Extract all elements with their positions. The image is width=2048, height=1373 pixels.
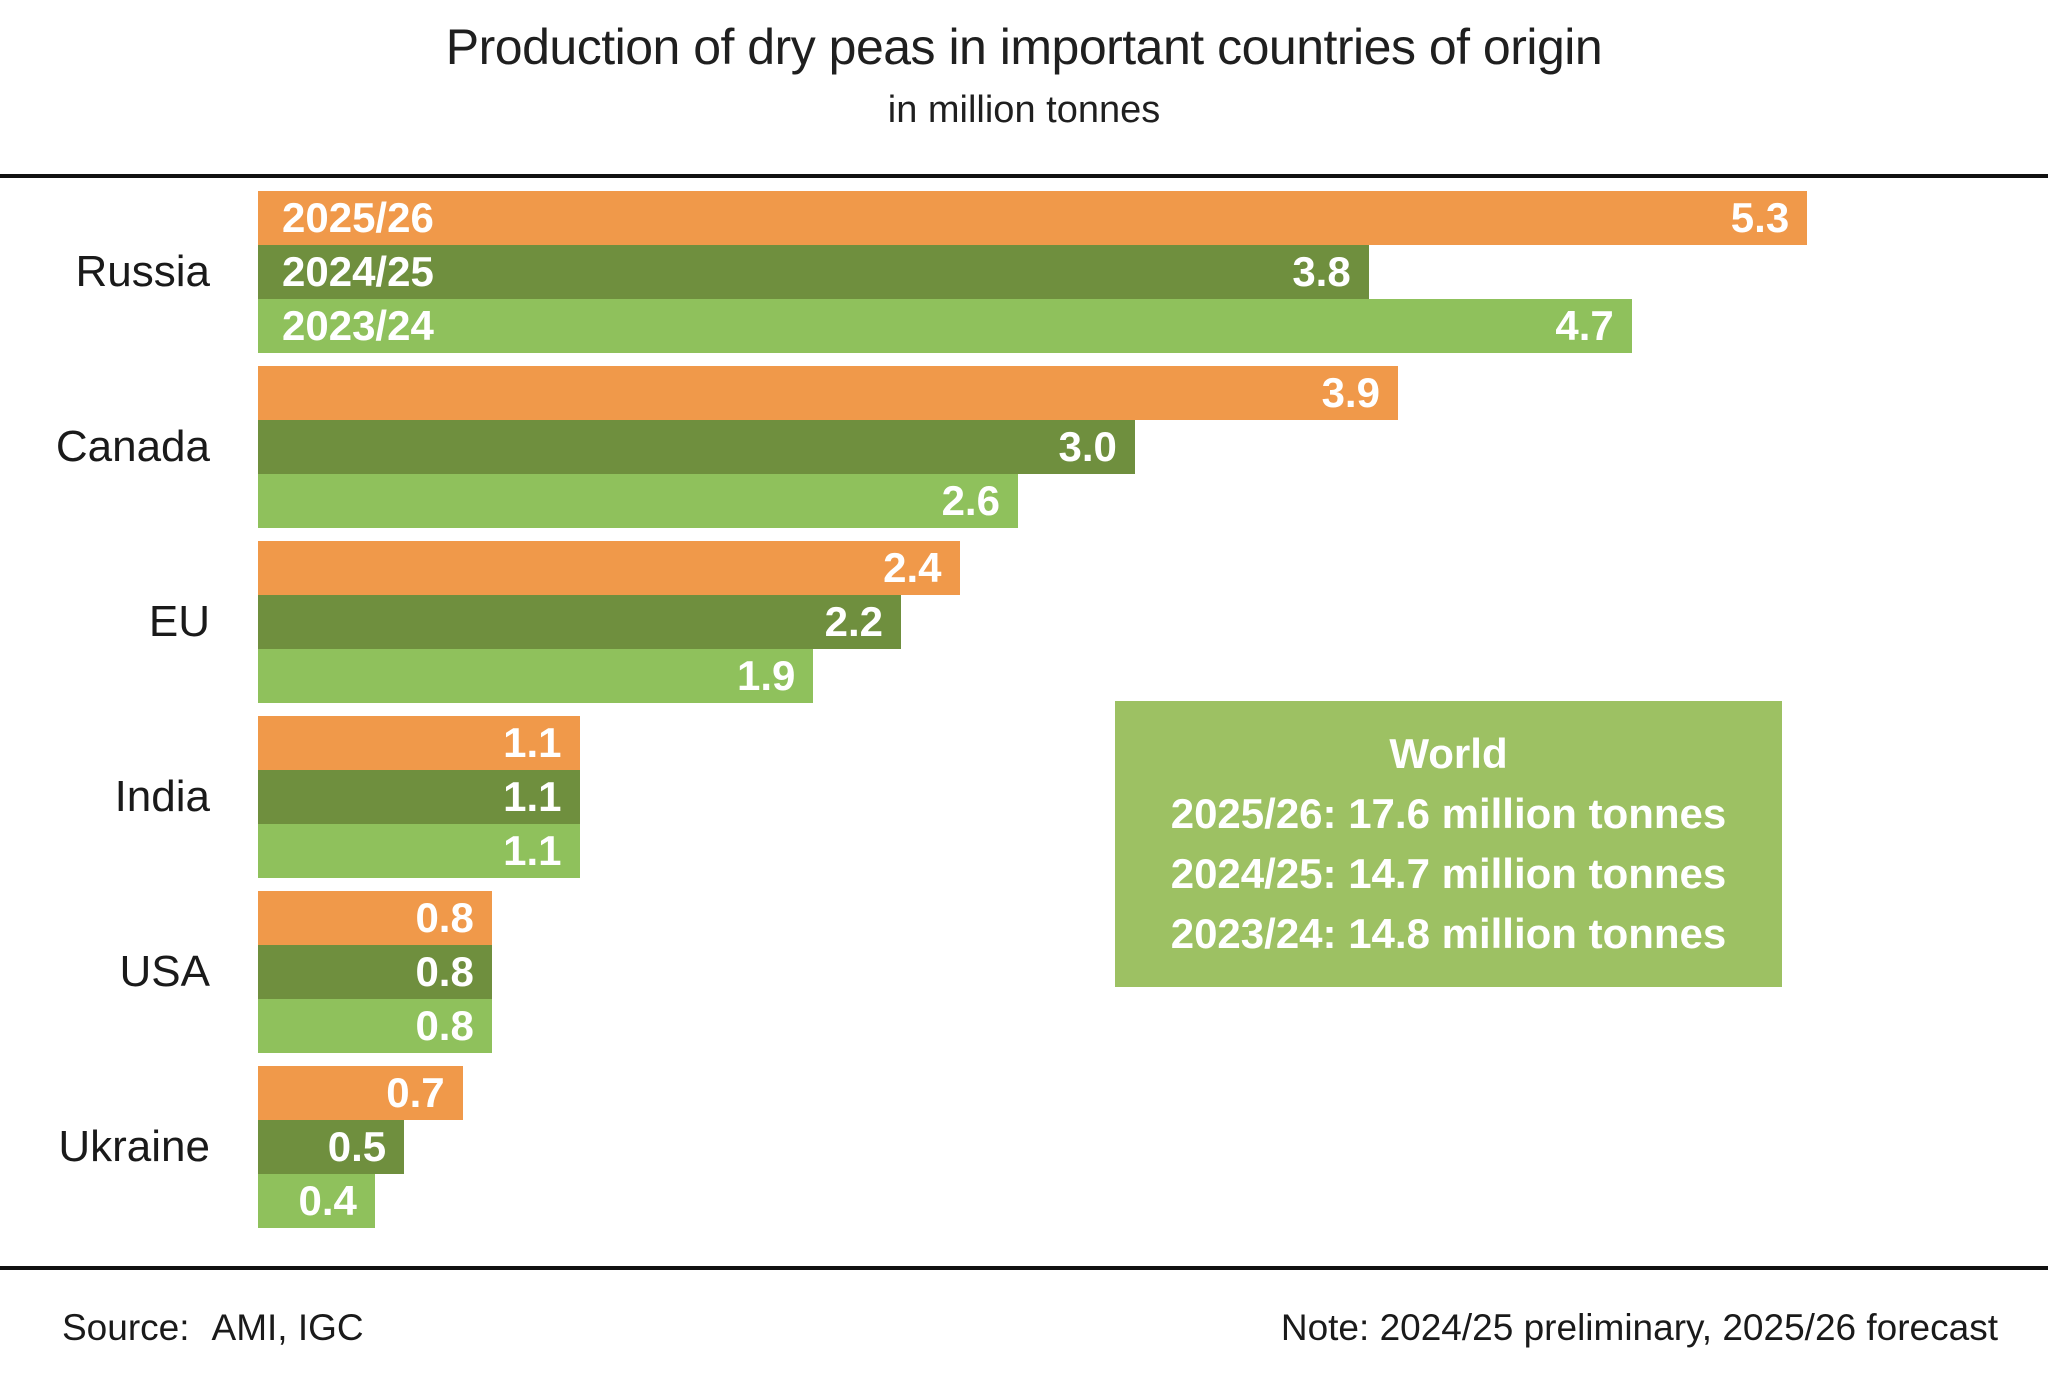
bar-value-label: 0.8 [415, 1002, 474, 1049]
world-box-title: World [1389, 730, 1508, 777]
bar: 2025/26 5.3 [258, 191, 1808, 245]
bar-value-label: 0.4 [298, 1177, 357, 1224]
bar: 0.8 [258, 945, 492, 999]
bar: 1.1 [258, 824, 580, 878]
source-value: AMI, IGC [211, 1307, 364, 1348]
country-label: Russia [75, 247, 211, 296]
bar-value-label: 3.9 [1321, 369, 1380, 416]
bar-stack: 2.4 2.2 1.9 [258, 541, 960, 703]
bar: 2024/25 3.8 [258, 245, 1369, 299]
bar-group: USA 0.8 0.8 0.8 [0, 891, 2048, 1053]
world-box-line: 2023/24: 14.8 million tonnes [1170, 910, 1727, 957]
bar-group: Russia 2025/26 5.3 2024/25 3.8 2023/24 4.7 [0, 191, 2048, 353]
bar-stack: 1.1 1.1 1.1 [258, 716, 580, 878]
bar-group: EU 2.4 2.2 1.9 [0, 541, 2048, 703]
country-label: USA [119, 947, 210, 996]
bar-value-label: 0.8 [415, 894, 474, 941]
bar: 0.5 [258, 1120, 405, 1174]
bar-value-label: 1.1 [503, 827, 562, 874]
bar-value-label: 1.9 [736, 652, 796, 699]
world-box-line: 2024/25: 14.7 million tonnes [1170, 850, 1727, 897]
bar: 2.2 [258, 595, 902, 649]
bar: 1.1 [258, 770, 580, 824]
country-label: Canada [55, 422, 210, 471]
world-summary-box: World 2025/26: 17.6 million tonnes 2024/… [1115, 701, 1782, 987]
bar-value-label: 2.6 [941, 477, 1000, 524]
chart-title: Production of dry peas in important coun… [445, 19, 1603, 75]
bar-group: India 1.1 1.1 1.1 [0, 716, 2048, 878]
bar-value-label: 3.8 [1292, 248, 1351, 295]
chart-footer: Source: AMI, IGC Note: 2024/25 preliminar… [0, 1270, 2048, 1373]
bar: 3.0 [258, 420, 1135, 474]
top-divider [0, 174, 2048, 178]
chart-subtitle: in million tonnes [887, 89, 1161, 131]
bar-value-label: 5.3 [1730, 194, 1790, 241]
source-text: Source: AMI, IGC [62, 1307, 364, 1349]
bar: 0.7 [258, 1066, 463, 1120]
bar: 1.1 [258, 716, 580, 770]
bar-stack: 0.7 0.5 0.4 [258, 1066, 463, 1228]
bar-value-label: 2.4 [883, 544, 942, 591]
country-label: Ukraine [58, 1122, 210, 1171]
chart-header: Production of dry peas in important coun… [0, 0, 2048, 174]
bar-chart: Russia 2025/26 5.3 2024/25 3.8 2023/24 4.7 Cana… [0, 178, 2048, 1266]
bar-year-label: 2023/24 [282, 302, 434, 349]
bar: 2023/24 4.7 [258, 299, 1632, 353]
bar-value-label: 3.0 [1058, 423, 1117, 470]
bar-value-label: 4.7 [1555, 302, 1614, 349]
bar-value-label: 0.5 [327, 1123, 387, 1170]
bar: 3.9 [258, 366, 1398, 420]
bar: 0.8 [258, 891, 492, 945]
bar-group: Canada 3.9 3.0 2.6 [0, 366, 2048, 528]
note-text: Note: 2024/25 preliminary, 2025/26 forec… [1280, 1307, 1998, 1348]
country-label: EU [148, 597, 210, 646]
bar: 0.8 [258, 999, 492, 1053]
bar-group: Ukraine 0.7 0.5 0.4 [0, 1066, 2048, 1228]
world-box-line: 2025/26: 17.6 million tonnes [1170, 790, 1727, 837]
bar-value-label: 1.1 [503, 719, 562, 766]
bottom-divider [0, 1266, 2048, 1270]
bar-stack: 0.8 0.8 0.8 [258, 891, 492, 1053]
bar-year-label: 2024/25 [282, 248, 434, 295]
bar-stack: 2025/26 5.3 2024/25 3.8 2023/24 4.7 [258, 191, 1808, 353]
bar: 2.4 [258, 541, 960, 595]
bar: 1.9 [258, 649, 814, 703]
source-label: Source: [62, 1307, 190, 1348]
bar-value-label: 0.7 [386, 1069, 445, 1116]
bar-year-label: 2025/26 [282, 194, 434, 241]
country-label: India [114, 772, 210, 821]
bar-value-label: 1.1 [503, 773, 562, 820]
bar-value-label: 0.8 [415, 948, 474, 995]
bar-value-label: 2.2 [824, 598, 884, 645]
bar: 0.4 [258, 1174, 375, 1228]
bar: 2.6 [258, 474, 1018, 528]
bar-stack: 3.9 3.0 2.6 [258, 366, 1398, 528]
